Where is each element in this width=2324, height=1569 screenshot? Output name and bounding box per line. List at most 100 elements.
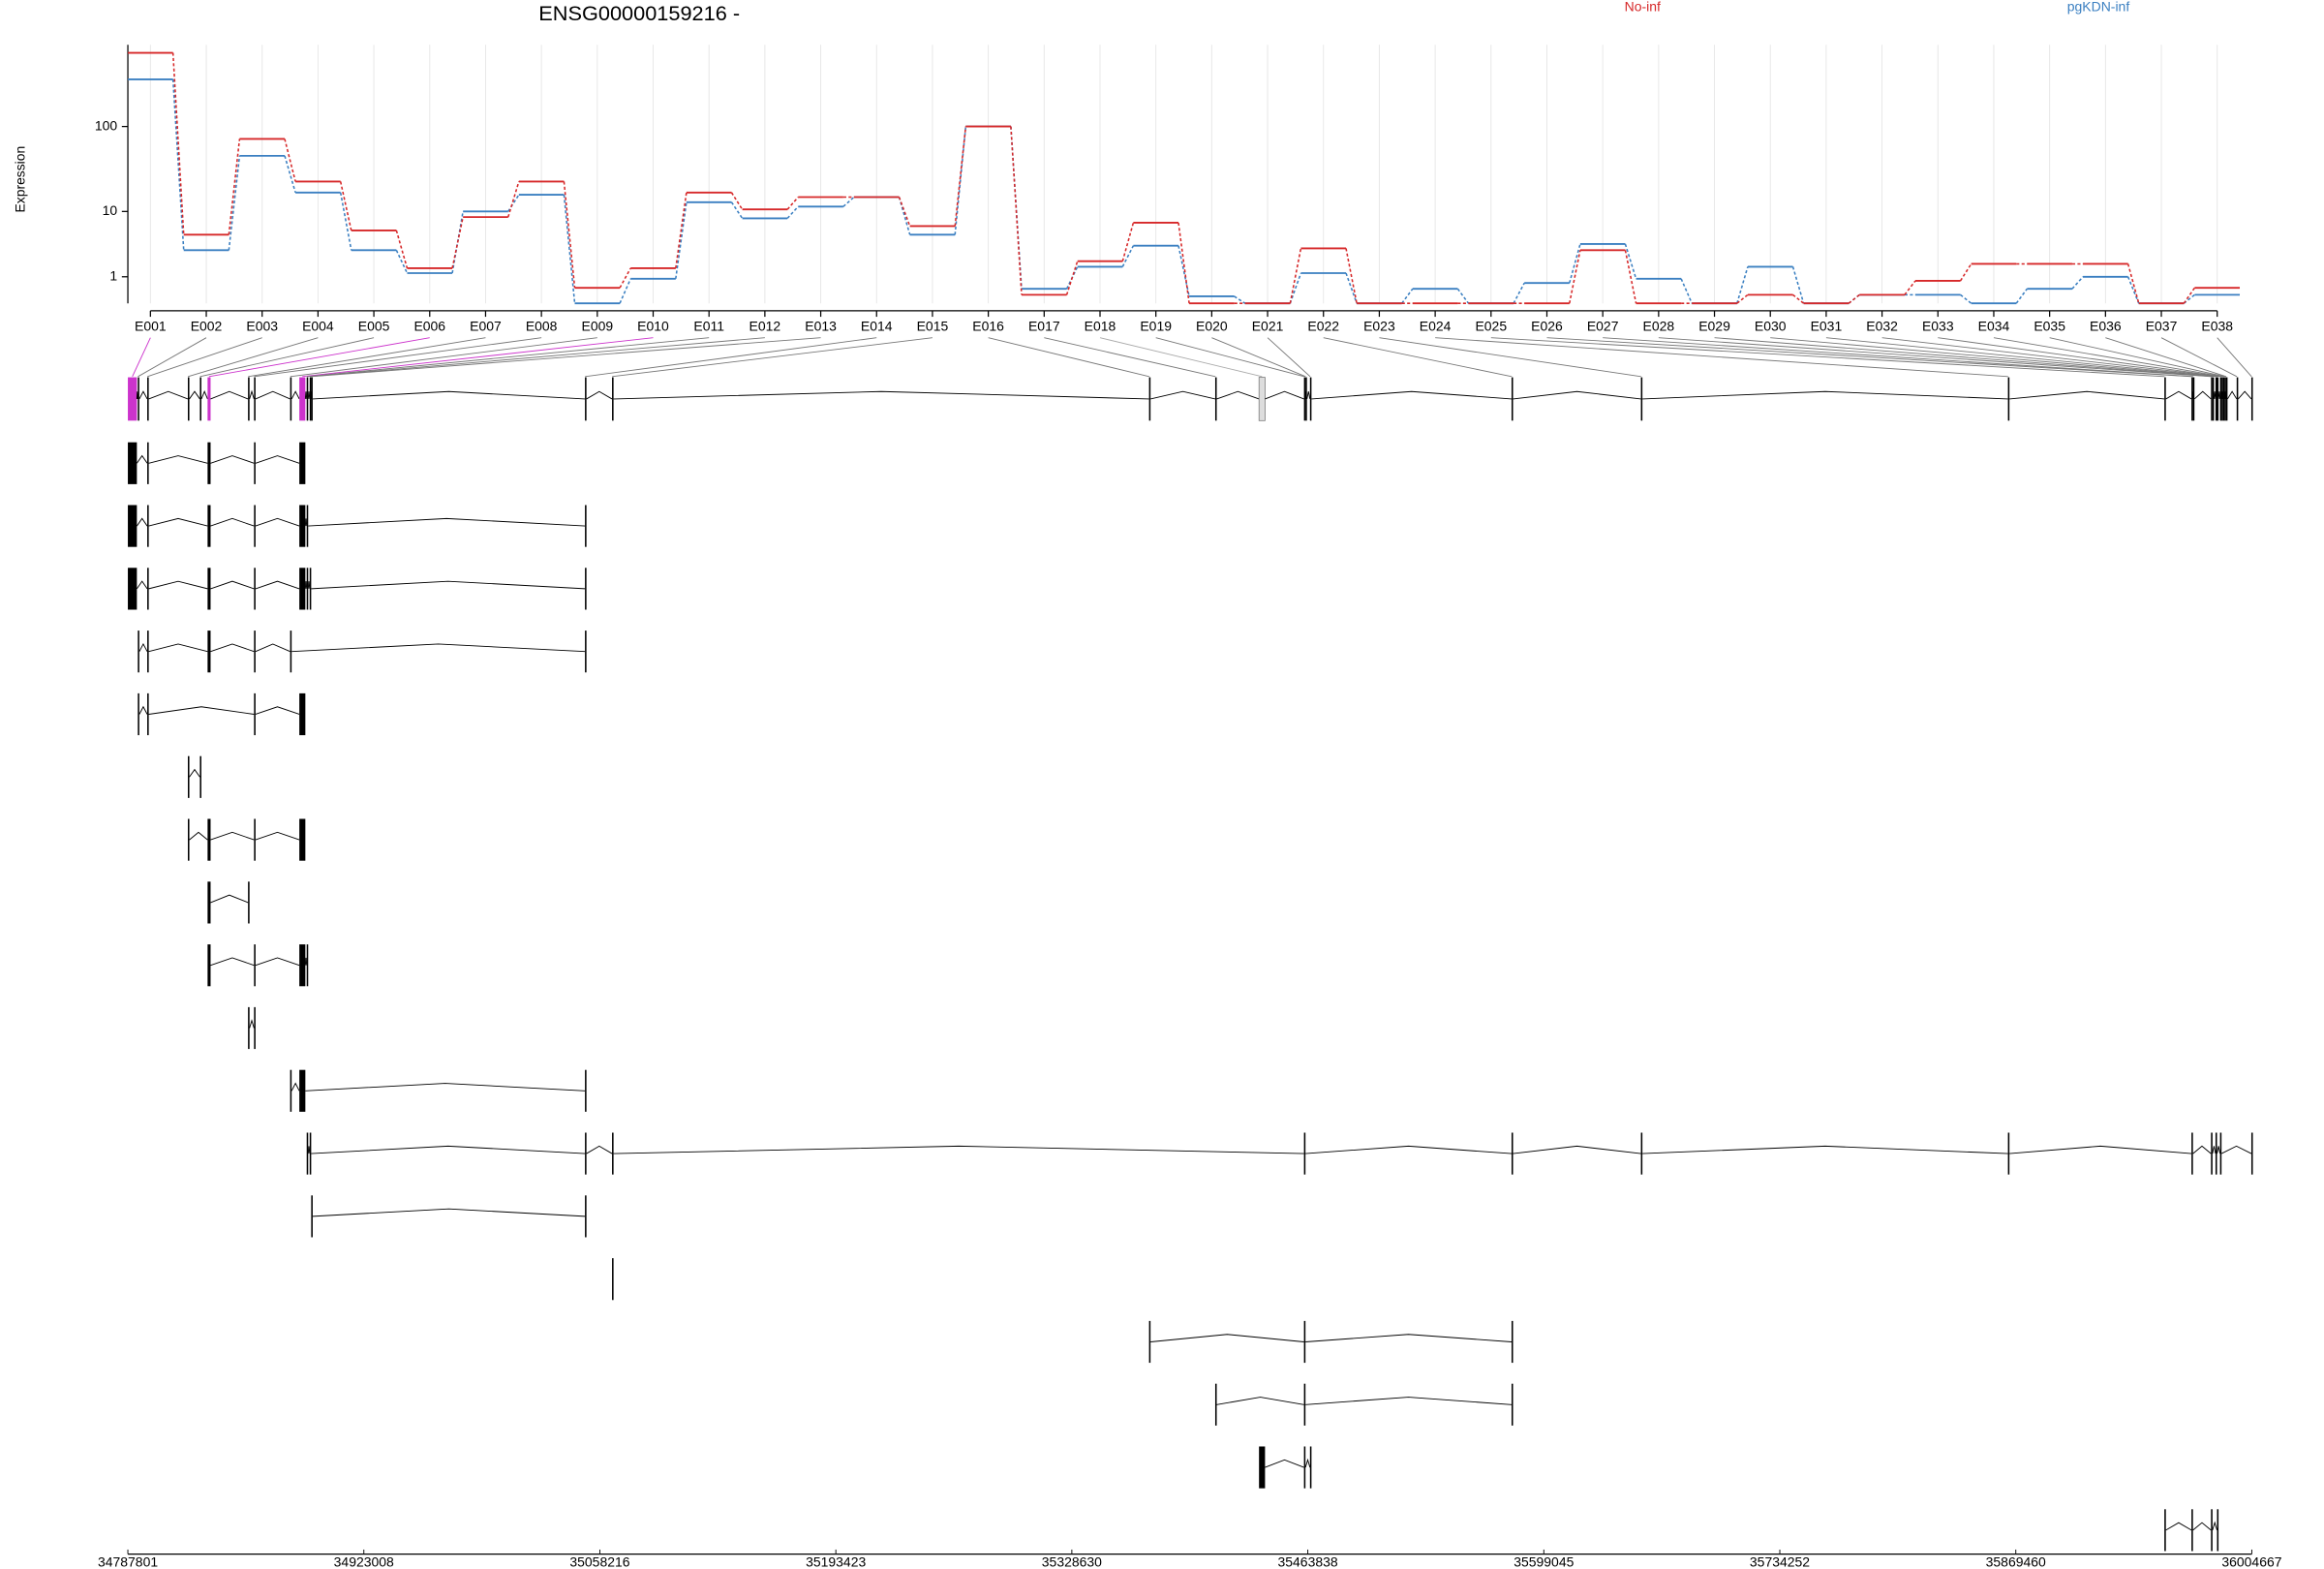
exon bbox=[1303, 1132, 1306, 1175]
intron bbox=[1265, 390, 1304, 400]
x-tick-label: E021 bbox=[1252, 319, 1284, 334]
label-link bbox=[208, 337, 430, 378]
exon bbox=[138, 377, 139, 421]
exon bbox=[1148, 1320, 1151, 1364]
connector bbox=[1289, 272, 1302, 304]
exon bbox=[306, 568, 309, 610]
exon bbox=[254, 505, 256, 547]
x-tick-label: E032 bbox=[1866, 319, 1898, 334]
intron bbox=[255, 455, 300, 464]
exon bbox=[138, 692, 139, 736]
label-link bbox=[132, 337, 151, 377]
label-link bbox=[1044, 337, 1216, 378]
intron bbox=[1642, 1145, 2008, 1154]
exon bbox=[254, 631, 256, 673]
intron bbox=[189, 831, 208, 841]
exon bbox=[2007, 377, 2010, 421]
connector bbox=[954, 126, 967, 235]
connector bbox=[284, 155, 296, 194]
exon bbox=[254, 568, 256, 610]
genome-tick-label: 35734252 bbox=[1750, 1554, 1810, 1569]
exon bbox=[254, 818, 256, 861]
x-tick-label: E029 bbox=[1698, 319, 1730, 334]
label-link bbox=[138, 337, 207, 378]
connector bbox=[1960, 293, 1972, 304]
exon bbox=[2007, 1132, 2010, 1175]
exon bbox=[306, 505, 309, 547]
label-link bbox=[1658, 337, 2212, 378]
connector bbox=[1792, 293, 1805, 304]
label-link bbox=[1881, 337, 2220, 378]
genome-tick-label: 35599045 bbox=[1514, 1554, 1574, 1569]
intron bbox=[2217, 1146, 2221, 1154]
connector bbox=[1234, 295, 1246, 304]
y-tick-label: 10 bbox=[103, 202, 118, 218]
connector bbox=[1177, 245, 1190, 297]
intron bbox=[307, 391, 311, 399]
intron bbox=[136, 580, 148, 590]
exon bbox=[2164, 1509, 2166, 1552]
connector bbox=[1569, 250, 1581, 304]
intron bbox=[307, 1146, 311, 1154]
intron bbox=[1642, 390, 2008, 400]
connector bbox=[898, 197, 911, 227]
intron bbox=[210, 894, 249, 904]
intron bbox=[255, 957, 300, 967]
connector bbox=[730, 192, 744, 210]
intron bbox=[2009, 390, 2165, 400]
exon bbox=[1303, 377, 1306, 421]
connector bbox=[1177, 222, 1190, 304]
connector bbox=[1848, 293, 1860, 304]
intron bbox=[138, 642, 148, 652]
x-tick-label: E018 bbox=[1085, 319, 1116, 334]
exon bbox=[147, 631, 149, 673]
intron bbox=[255, 517, 300, 527]
x-tick-label: E010 bbox=[637, 319, 669, 334]
x-tick-label: E030 bbox=[1755, 319, 1787, 334]
x-tick-label: E011 bbox=[693, 319, 724, 334]
connector bbox=[228, 138, 241, 235]
exon bbox=[207, 377, 211, 421]
y-tick-label: 1 bbox=[109, 267, 117, 283]
intron bbox=[308, 517, 586, 527]
intron bbox=[210, 455, 255, 464]
intron bbox=[613, 390, 1149, 400]
label-link bbox=[2217, 337, 2252, 378]
x-tick-label: E023 bbox=[1363, 319, 1395, 334]
exon bbox=[207, 568, 211, 610]
intron bbox=[255, 643, 290, 653]
chart-title: ENSG00000159216 - bbox=[538, 1, 740, 25]
connector bbox=[1904, 280, 1916, 295]
exon bbox=[199, 377, 201, 421]
intron bbox=[304, 957, 308, 966]
connector bbox=[171, 52, 185, 235]
genome-tick-label: 35869460 bbox=[1986, 1554, 2046, 1569]
intron bbox=[2192, 1522, 2212, 1531]
exon bbox=[147, 442, 149, 484]
exon bbox=[2236, 377, 2239, 421]
connector bbox=[171, 78, 185, 251]
exon bbox=[2250, 1132, 2253, 1175]
exon bbox=[254, 692, 256, 736]
intron bbox=[1513, 390, 1641, 400]
y-axis-label: Expression bbox=[12, 146, 27, 213]
connector bbox=[1121, 245, 1135, 267]
intron bbox=[304, 391, 308, 399]
exon bbox=[290, 631, 292, 673]
exon bbox=[1303, 1320, 1306, 1364]
exon bbox=[2219, 1132, 2222, 1175]
exon bbox=[187, 755, 190, 798]
intron bbox=[586, 390, 613, 400]
label-link bbox=[302, 337, 654, 378]
intron bbox=[1150, 1334, 1304, 1342]
genome-tick-label: 34923008 bbox=[334, 1554, 394, 1569]
connector bbox=[284, 138, 296, 182]
connector bbox=[786, 197, 799, 210]
exon bbox=[248, 881, 250, 924]
exon bbox=[1640, 1132, 1643, 1175]
label-link bbox=[2160, 337, 2238, 378]
genome-tick-label: 35463838 bbox=[1278, 1554, 1338, 1569]
label-link bbox=[1211, 337, 1306, 378]
exon bbox=[585, 568, 587, 610]
